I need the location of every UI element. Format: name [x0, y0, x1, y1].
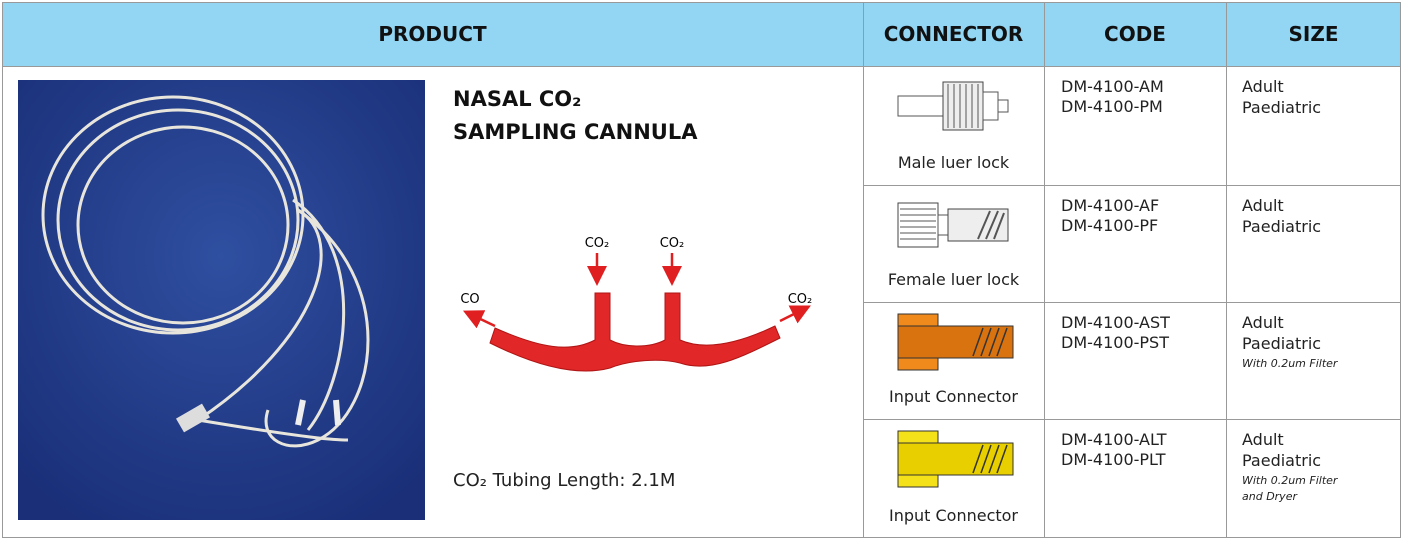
code: DM-4100-PF	[1061, 215, 1158, 237]
row-line	[863, 185, 1401, 186]
connector-icon	[888, 74, 1023, 138]
connector-drawing	[888, 310, 1023, 374]
connector-icon	[888, 427, 1023, 491]
connector-label: Male luer lock	[863, 152, 1044, 174]
size: Paediatric	[1242, 216, 1321, 238]
code: DM-4100-ALT	[1061, 429, 1166, 451]
connector-icon	[888, 310, 1023, 374]
code: DM-4100-PLT	[1061, 449, 1166, 471]
page: PRODUCT CONNECTOR CODE SIZE NASAL CO₂ SA…	[0, 0, 1403, 540]
code: DM-4100-AST	[1061, 312, 1170, 334]
header-cell: SIZE	[1226, 2, 1401, 66]
size: Adult	[1242, 429, 1284, 451]
code: DM-4100-AM	[1061, 76, 1164, 98]
row-line	[2, 66, 1401, 67]
row-line	[863, 302, 1401, 303]
connector-drawing	[888, 427, 1023, 491]
code: DM-4100-AF	[1061, 195, 1159, 217]
connector-label: Input Connector	[863, 505, 1044, 527]
col-line	[1044, 2, 1045, 538]
header-cell: CONNECTOR	[863, 2, 1044, 66]
size-note: and Dryer	[1242, 489, 1297, 505]
row-line	[863, 419, 1401, 420]
size: Adult	[1242, 312, 1284, 334]
header-cell: CODE	[1044, 2, 1226, 66]
title-line: NASAL CO₂	[453, 83, 697, 116]
cannula-diagram: CO₂ CO₂ CO CO₂	[450, 228, 840, 388]
diagram-label: CO₂	[788, 292, 813, 307]
size-note: With 0.2um Filter	[1242, 473, 1337, 489]
connector-label: Female luer lock	[863, 269, 1044, 291]
diagram-label: CO₂	[585, 236, 610, 251]
code: DM-4100-PST	[1061, 332, 1169, 354]
tubing-length: CO₂ Tubing Length: 2.1M	[453, 470, 675, 492]
connector-label: Input Connector	[863, 386, 1044, 408]
diagram-label: CO₂	[660, 236, 685, 251]
product-photo	[18, 80, 425, 520]
product-title: NASAL CO₂ SAMPLING CANNULA	[453, 83, 697, 149]
size-note: With 0.2um Filter	[1242, 356, 1337, 372]
size: Paediatric	[1242, 97, 1321, 119]
connector-drawing	[888, 193, 1023, 257]
connector-drawing	[888, 74, 1023, 138]
header-cell: PRODUCT	[2, 2, 863, 66]
size: Paediatric	[1242, 450, 1321, 472]
connector-icon	[888, 193, 1023, 257]
code: DM-4100-PM	[1061, 96, 1163, 118]
size: Paediatric	[1242, 333, 1321, 355]
diagram-label: CO	[460, 292, 479, 307]
col-line	[1226, 2, 1227, 538]
size: Adult	[1242, 195, 1284, 217]
title-line: SAMPLING CANNULA	[453, 116, 697, 149]
size: Adult	[1242, 76, 1284, 98]
